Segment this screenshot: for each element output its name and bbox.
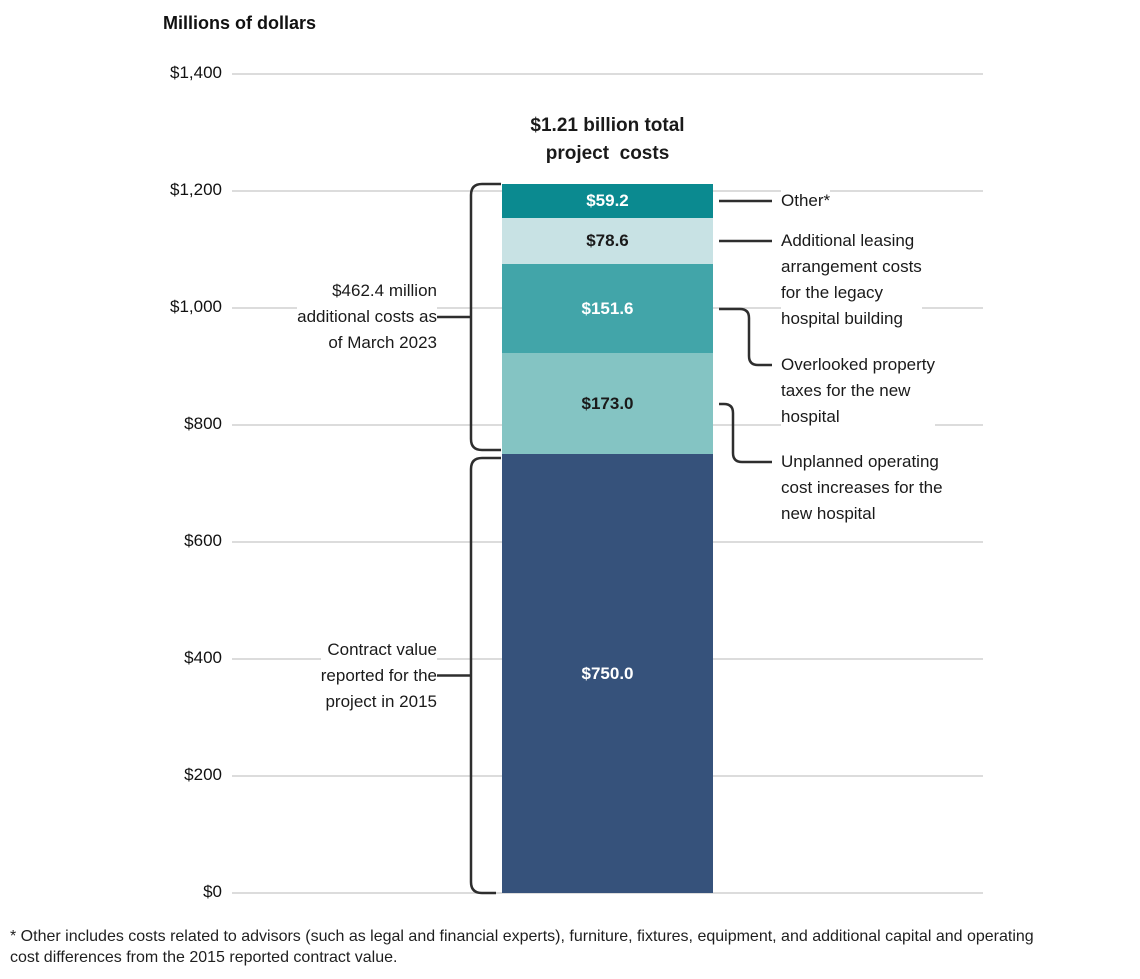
y-tick-label: $200 — [184, 765, 222, 784]
gridline — [232, 892, 983, 894]
right-connector-3 — [719, 402, 772, 464]
bar-segment-4 — [502, 183, 713, 219]
bar-segment-value: $59.2 — [586, 191, 629, 211]
bar-segment-0 — [502, 454, 713, 893]
right-annotation-1: Additional leasing arrangement costs for… — [781, 228, 922, 332]
bar-segment-value: $151.6 — [581, 298, 634, 318]
y-tick-label: $1,400 — [170, 63, 222, 82]
left-annotation-0: $462.4 million additional costs as of Ma… — [297, 278, 437, 356]
right-annotation-0: Other* — [781, 188, 831, 214]
y-tick-label: $1,000 — [170, 297, 222, 316]
bar-segment-3 — [502, 218, 713, 265]
y-tick-label: $400 — [184, 648, 222, 667]
gridline — [232, 73, 983, 75]
y-tick-label: $1,200 — [170, 180, 222, 199]
y-tick-label: $800 — [184, 414, 222, 433]
bar-segment-value: $78.6 — [586, 231, 629, 251]
chart-title: $1.21 billion total project costs — [530, 115, 685, 164]
y-tick-label: $0 — [203, 882, 222, 901]
y-axis-title: Millions of dollars — [163, 13, 317, 33]
left-bracket-1 — [469, 456, 501, 895]
bar-segment-1 — [502, 353, 713, 455]
bar-segment-value: $750.0 — [581, 663, 634, 683]
footnote: * Other includes costs related to adviso… — [10, 928, 1034, 966]
right-annotation-3: Unplanned operating cost increases for t… — [781, 449, 943, 527]
bar-segment-value: $173.0 — [581, 393, 634, 413]
bar-segment-2 — [502, 264, 713, 354]
left-annotation-1: Contract value reported for the project … — [320, 636, 437, 715]
right-annotation-2: Overlooked property taxes for the new ho… — [781, 352, 936, 430]
right-connector-2 — [719, 307, 772, 367]
left-bracket-0 — [469, 182, 501, 452]
y-tick-label: $600 — [184, 531, 222, 550]
